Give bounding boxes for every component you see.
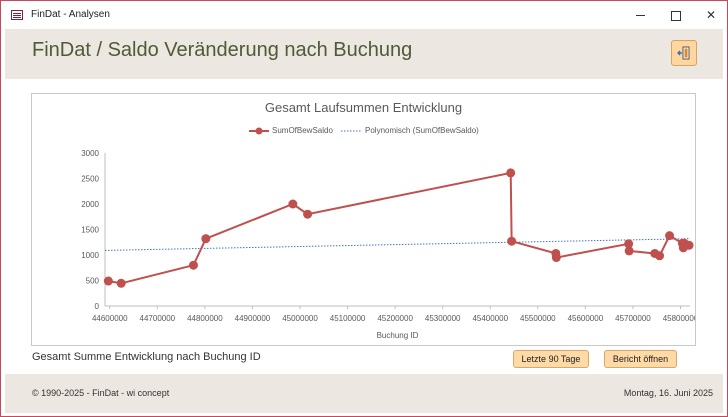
x-tick-label: 45100000 [330,314,366,323]
footer: © 1990-2025 - FinDat - wi concept Montag… [5,374,723,413]
y-tick-label: 0 [95,302,100,311]
x-tick-label: 45000000 [282,314,318,323]
footer-date: Montag, 16. Juni 2025 [623,388,713,398]
data-point [551,253,561,263]
data-point [303,209,313,219]
chart-title: Gesamt Laufsummen Entwicklung [264,100,463,115]
legend-marker-series [249,127,269,135]
form-icon [11,10,23,20]
x-tick-label: 44800000 [187,314,223,323]
y-tick-label: 2500 [81,175,99,184]
legend-label-trend: Polynomisch (SumOfBewSaldo) [365,126,479,135]
close-button[interactable]: ✕ [705,8,717,22]
chart-caption: Gesamt Summe Entwicklung nach Buchung ID [32,351,261,363]
x-tick-label: 45500000 [520,314,556,323]
last-90-days-button[interactable]: Letzte 90 Tage [513,350,589,368]
exit-door-icon [677,46,690,60]
x-axis-title: Buchung ID [377,331,419,340]
maximize-button[interactable] [661,5,691,25]
exit-button[interactable] [671,40,697,66]
data-point [103,276,113,286]
data-point [655,251,665,261]
x-tick-label: 45200000 [377,314,413,323]
minimize-button[interactable] [626,5,656,25]
data-point [665,231,675,241]
data-point [506,168,516,178]
data-point [188,260,198,270]
x-tick-label: 45800000 [663,314,695,323]
data-point [624,239,634,249]
chart-plot: 0 500 1000 1500 2000 2500 3000 44600000 44700000… [81,149,695,340]
x-tick-label: 45700000 [615,314,651,323]
data-point [201,234,211,244]
chart-panel: Gesamt Laufsummen Entwicklung SumOfBewSa… [31,93,696,346]
y-tick-label: 1000 [81,251,99,260]
legend-marker-trend [341,130,361,132]
data-point [116,278,126,288]
open-report-button[interactable]: Bericht öffnen [604,350,677,368]
page-header: FinDat / Saldo Veränderung nach Buchung [5,29,723,79]
legend-label-series: SumOfBewSaldo [272,126,333,135]
copyright-text: © 1990-2025 - FinDat - wi concept [32,388,170,398]
data-point [288,199,298,209]
title-bar[interactable]: FinDat - Analysen ✕ [1,1,727,29]
page-title: FinDat / Saldo Veränderung nach Buchung [32,39,413,61]
y-tick-label: 1500 [81,226,99,235]
x-tick-label: 44700000 [140,314,176,323]
x-tick-label: 44600000 [92,314,128,323]
y-tick-label: 3000 [81,149,99,158]
y-tick-label: 2000 [81,200,99,209]
x-tick-label: 45400000 [472,314,508,323]
data-point [684,240,694,250]
data-point [624,246,634,256]
x-tick-label: 44900000 [235,314,271,323]
x-tick-label: 45300000 [425,314,461,323]
x-tick-label: 45600000 [568,314,604,323]
data-point [507,236,517,246]
y-tick-label: 500 [86,277,100,286]
window-title: FinDat - Analysen [31,9,110,20]
